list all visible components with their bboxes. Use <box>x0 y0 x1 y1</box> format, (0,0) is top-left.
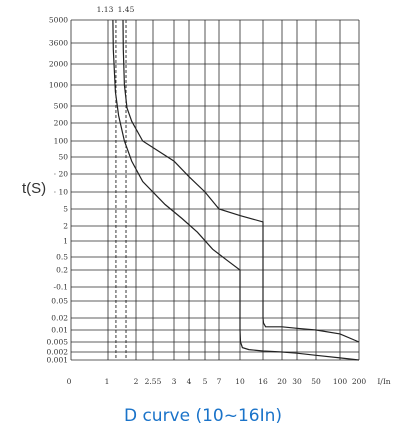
x-tick-label: 100 <box>333 377 348 386</box>
y-tick-label: -0.1 <box>54 283 68 292</box>
x-tick-label: 16 <box>258 377 268 386</box>
y-tick-label: 200 <box>54 119 69 128</box>
y-tick-label: 5 <box>63 205 68 214</box>
chart-title: D curve (10~16In) <box>124 406 282 426</box>
x-axis-tick-labels: 0 1 2 2.55 3 4 5 7 10 16 20 30 50 100 200 I/In <box>67 377 391 386</box>
y-tick-label: 2 <box>63 222 68 231</box>
y-tick-label: 500 <box>54 102 69 111</box>
y-tick-label: 0.2 <box>56 266 68 275</box>
y-tick-label: 0.001 <box>47 356 68 365</box>
top-tick-labels: 1.13 1.45 <box>97 5 135 14</box>
x-tick-label: 0 <box>67 377 72 386</box>
x-tick-label: 4 <box>187 377 192 386</box>
y-tick-label: 0.005 <box>47 338 69 347</box>
y-tick-label: 0.02 <box>51 314 68 323</box>
y-tick-label: 1 <box>63 237 68 246</box>
x-tick-label: 7 <box>217 377 222 386</box>
top-label: 1.13 <box>97 5 114 14</box>
x-tick-label: I/In <box>377 377 390 386</box>
x-tick-label: 200 <box>352 377 367 386</box>
y-tick-label: 0.5 <box>56 253 68 262</box>
x-tick-label: 5 <box>203 377 208 386</box>
y-tick-label: 50 <box>58 153 68 162</box>
x-tick-label: 50 <box>311 377 321 386</box>
y-tick-label: 0.01 <box>51 326 68 335</box>
y-tick-label: · 10 <box>54 188 69 197</box>
y-axis-tick-labels: 5000 3600 2000 1000 500 200 100 50 · 20 · 10 5 2 1 0.… <box>47 16 69 365</box>
y-tick-label: 3600 <box>49 39 68 48</box>
y-tick-label: 0.05 <box>51 297 68 306</box>
x-tick-label: 20 <box>277 377 287 386</box>
y-tick-label: 0.002 <box>47 348 69 357</box>
y-tick-label: · 20 <box>54 170 69 179</box>
x-tick-label: 3 <box>172 377 177 386</box>
y-axis-label: t(S) <box>22 180 46 197</box>
x-tick-label: 1 <box>105 377 110 386</box>
chart-curves <box>112 19 360 361</box>
trip-curve-series <box>112 19 360 361</box>
x-tick-label: 30 <box>292 377 302 386</box>
x-tick-label: 2.55 <box>145 377 162 386</box>
y-tick-label: 100 <box>54 137 69 146</box>
top-label: 1.45 <box>118 5 135 14</box>
y-tick-label: 2000 <box>49 60 68 69</box>
x-tick-label: 2 <box>134 377 139 386</box>
y-tick-label: 5000 <box>49 16 68 25</box>
x-tick-label: 10 <box>235 377 245 386</box>
chart-grid <box>70 19 360 361</box>
trip-curve-series <box>122 19 360 343</box>
y-tick-label: 1000 <box>49 81 68 90</box>
